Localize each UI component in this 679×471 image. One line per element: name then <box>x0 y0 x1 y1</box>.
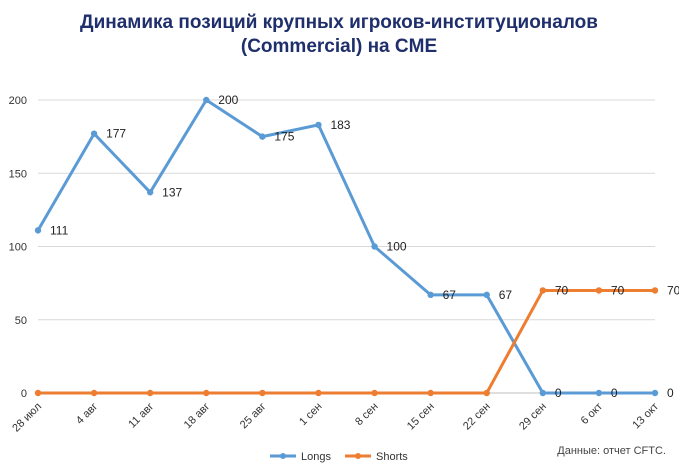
data-point-longs <box>427 291 434 299</box>
x-tick-label: 15 сен <box>405 401 437 433</box>
data-label-shorts: 70 <box>611 283 625 297</box>
data-point-shorts <box>539 287 547 294</box>
data-point-shorts <box>203 389 210 397</box>
series-line-longs <box>36 98 655 395</box>
x-axis-ticks: 28 июл 4 авг 11 авг 18 авг 25 авг 1 сен 8 сен 1… <box>10 401 661 435</box>
legend: Longs Shorts <box>270 451 408 463</box>
legend-marker-longs <box>280 453 286 459</box>
data-point-shorts <box>146 389 154 397</box>
data-point-shorts <box>371 389 378 397</box>
data-label-longs: 137 <box>162 185 182 199</box>
legend-label-shorts: Shorts <box>376 451 408 463</box>
y-tick-label: 200 <box>9 95 27 107</box>
data-point-shorts <box>315 389 322 397</box>
source-note: Данные: отчет CFTC. <box>557 445 666 457</box>
x-tick-label: 11 авг <box>126 401 156 431</box>
data-label-longs: 100 <box>387 240 407 254</box>
data-point-longs <box>315 121 322 129</box>
legend-label-longs: Longs <box>301 451 331 463</box>
data-point-shorts <box>595 287 603 294</box>
data-label-longs: 177 <box>106 127 126 141</box>
y-tick-label: 0 <box>21 388 27 400</box>
y-tick-label: 100 <box>9 242 27 254</box>
x-tick-label: 29 сен <box>517 401 549 433</box>
data-point-longs <box>595 389 603 397</box>
data-point-shorts <box>483 389 490 397</box>
data-point-longs <box>371 243 378 250</box>
series-line-shorts <box>38 288 655 395</box>
chart-title-line-1: Динамика позиций крупных игроков-институ… <box>80 12 598 33</box>
data-label-longs: 0 <box>667 386 674 400</box>
data-label-longs: 0 <box>611 386 618 400</box>
x-tick-label: 22 сен <box>461 401 493 433</box>
x-tick-label: 8 сен <box>353 401 380 428</box>
y-axis-ticks: 0 50 100 150 200 <box>9 95 27 400</box>
data-point-shorts <box>651 287 659 294</box>
chart-title-line-2: (Commercial) на CME <box>241 36 437 57</box>
x-tick-label: 18 авг <box>182 401 213 432</box>
data-point-longs <box>34 227 42 234</box>
data-point-shorts <box>259 389 266 397</box>
data-label-shorts: 70 <box>555 283 569 297</box>
data-point-shorts <box>90 389 98 397</box>
x-tick-label: 1 сен <box>297 401 324 428</box>
y-tick-label: 150 <box>9 168 27 180</box>
data-label-longs: 67 <box>499 288 513 302</box>
data-label-longs: 67 <box>443 288 457 302</box>
data-point-longs <box>483 291 490 299</box>
x-tick-label: 13 окт <box>630 401 661 432</box>
data-label-longs: 0 <box>555 386 562 400</box>
legend-marker-shorts <box>355 453 361 459</box>
x-tick-label: 4 авг <box>74 401 100 427</box>
data-point-longs <box>146 189 154 196</box>
x-tick-label: 25 авг <box>238 401 269 432</box>
series-lines <box>34 96 659 397</box>
data-label-longs: 200 <box>218 93 238 107</box>
gridlines <box>38 99 655 394</box>
x-tick-label: 28 июл <box>10 401 44 435</box>
data-label-shorts: 70 <box>667 283 679 297</box>
data-point-shorts <box>34 389 42 397</box>
data-point-longs <box>651 389 659 397</box>
data-label-longs: 183 <box>330 118 350 132</box>
data-label-longs: 111 <box>50 223 69 237</box>
x-tick-label: 6 окт <box>579 401 605 427</box>
data-point-longs <box>539 389 547 397</box>
data-point-longs <box>203 96 210 104</box>
y-tick-label: 50 <box>15 315 27 327</box>
data-point-longs <box>259 133 266 140</box>
data-point-shorts <box>427 389 434 397</box>
data-labels: 111 177 137 200 175 183 100 67 67 0 0 0 70 70 70 <box>50 93 679 400</box>
data-label-longs: 175 <box>274 130 294 144</box>
data-point-longs <box>90 130 98 137</box>
